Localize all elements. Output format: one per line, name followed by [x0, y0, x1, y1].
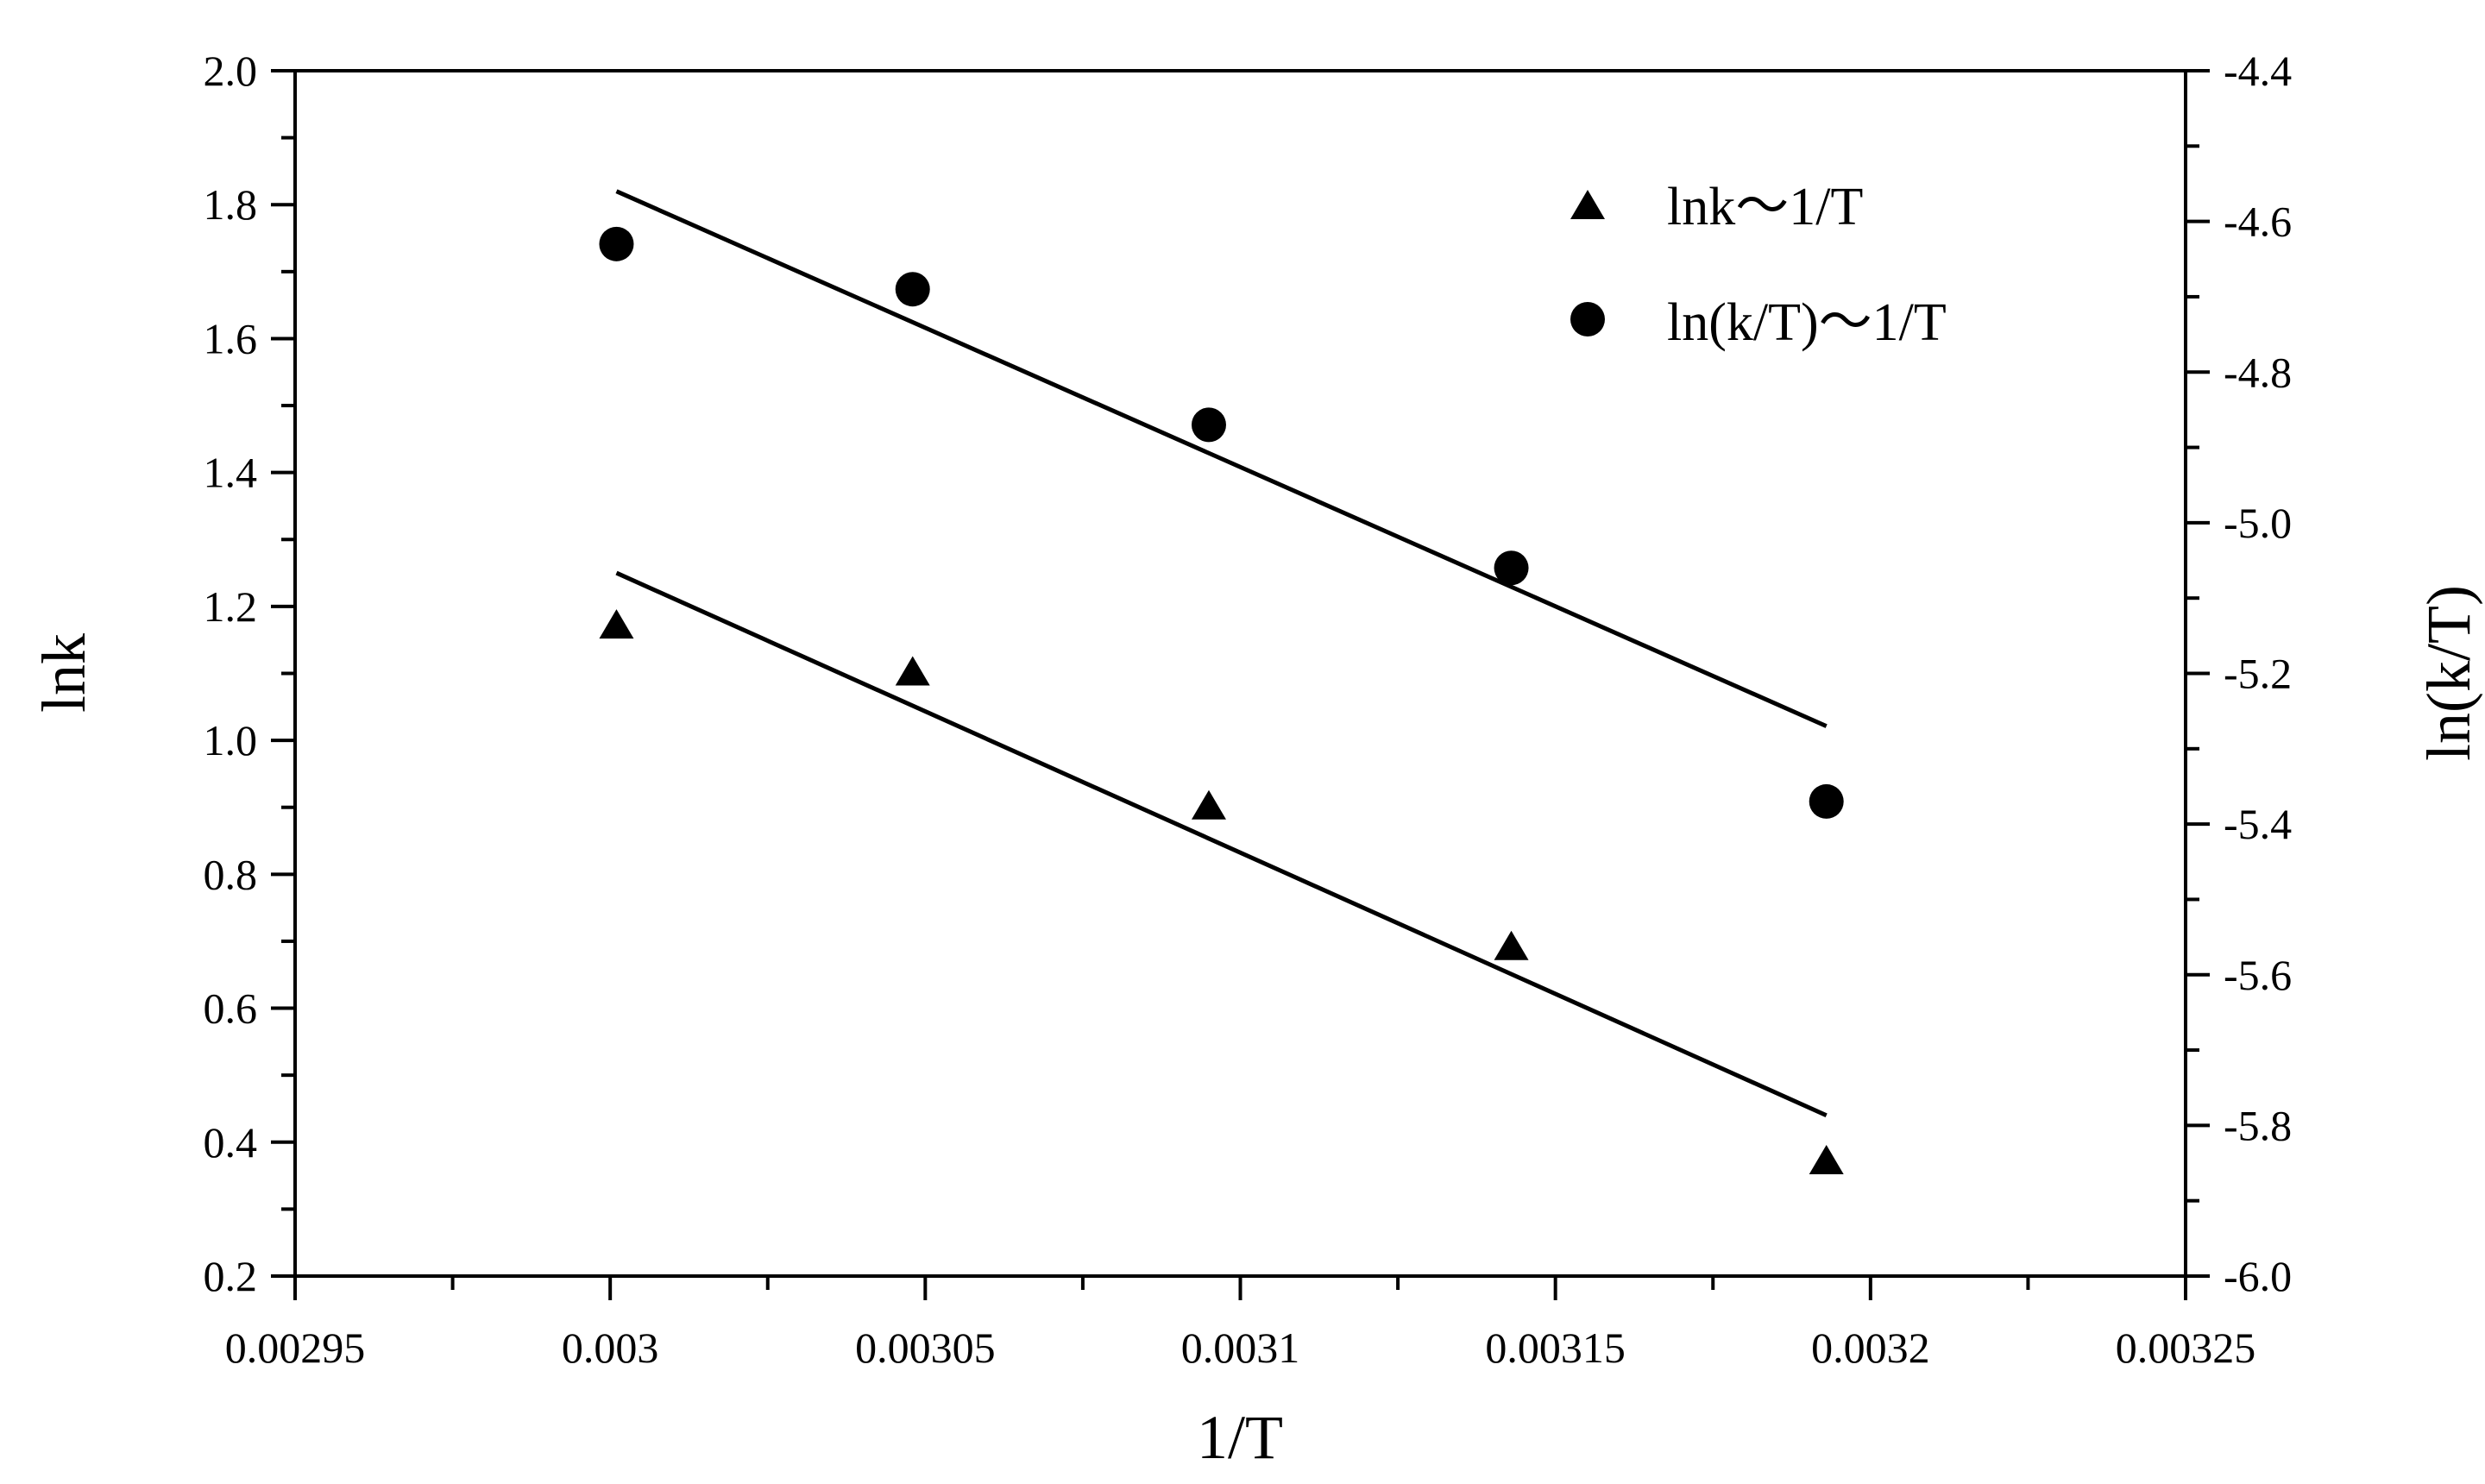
fit-lines [615, 189, 1828, 1118]
y-left-tick-label: 1.2 [204, 582, 258, 631]
legend-marker-triangle [1570, 190, 1605, 219]
y-right-tick-label: -5.8 [2224, 1101, 2292, 1149]
triangle-point [599, 609, 634, 639]
tick-labels: 0.00295 0.003 0.00305 0.0031 0.00315 0.0032 0.… [204, 47, 2293, 1372]
circle-point [1809, 783, 1844, 819]
x-tick-label: 0.00295 [225, 1324, 366, 1372]
x-tick-label: 0.00305 [855, 1324, 996, 1372]
triangle-point [1191, 789, 1226, 820]
x-tick-label: 0.0031 [1181, 1324, 1300, 1372]
y-right-tick-label: -5.6 [2224, 951, 2292, 999]
y-left-tick-label: 0.4 [204, 1118, 258, 1166]
y-left-tick-label: 1.6 [204, 314, 258, 362]
legend-label-lnkT: ln(k/T)～1/T [1667, 293, 1947, 352]
legend-marker-circle [1570, 302, 1605, 336]
tick-marks [271, 69, 2210, 1300]
x-axis-title: 1/T [1197, 1403, 1283, 1472]
x-tick-label: 0.00315 [1485, 1324, 1626, 1372]
data-points [599, 226, 1844, 1175]
triangle-point [1809, 1145, 1844, 1175]
y-left-tick-label: 0.8 [204, 850, 258, 898]
circle-point [1191, 407, 1226, 443]
circle-point [1494, 550, 1529, 586]
y-left-tick-label: 1.0 [204, 716, 258, 764]
circle-point [599, 226, 634, 261]
y-left-tick-label: 0.6 [204, 984, 258, 1033]
plot-frame [293, 69, 2187, 1278]
legend-label-lnk: lnk～1/T [1667, 178, 1863, 236]
y-right-tick-label: -4.4 [2224, 47, 2292, 95]
fit-line-series-1 [615, 189, 1828, 728]
legend: lnk～1/T ln(k/T)～1/T [1570, 178, 1947, 352]
y-left-tick-label: 1.4 [204, 449, 258, 497]
y-axis-left-title: lnk [29, 633, 98, 713]
y-axis-right-title: ln(k/T) [2414, 585, 2483, 761]
y-right-tick-label: -4.6 [2224, 198, 2292, 246]
y-right-tick-label: -5.2 [2224, 650, 2292, 698]
x-tick-label: 0.003 [562, 1324, 659, 1372]
circle-point [895, 272, 930, 307]
y-left-tick-label: 2.0 [204, 47, 258, 95]
y-left-tick-label: 0.2 [204, 1252, 258, 1300]
triangle-point [1494, 930, 1529, 960]
y-right-tick-label: -6.0 [2224, 1252, 2292, 1300]
y-right-tick-label: -5.0 [2224, 499, 2292, 547]
y-right-tick-label: -5.4 [2224, 800, 2292, 848]
triangle-point [895, 656, 930, 686]
y-right-tick-label: -4.8 [2224, 348, 2292, 396]
y-left-tick-label: 1.8 [204, 180, 258, 229]
x-tick-label: 0.00325 [2116, 1324, 2256, 1372]
fit-line-series-0 [615, 570, 1828, 1118]
x-tick-label: 0.0032 [1811, 1324, 1930, 1372]
